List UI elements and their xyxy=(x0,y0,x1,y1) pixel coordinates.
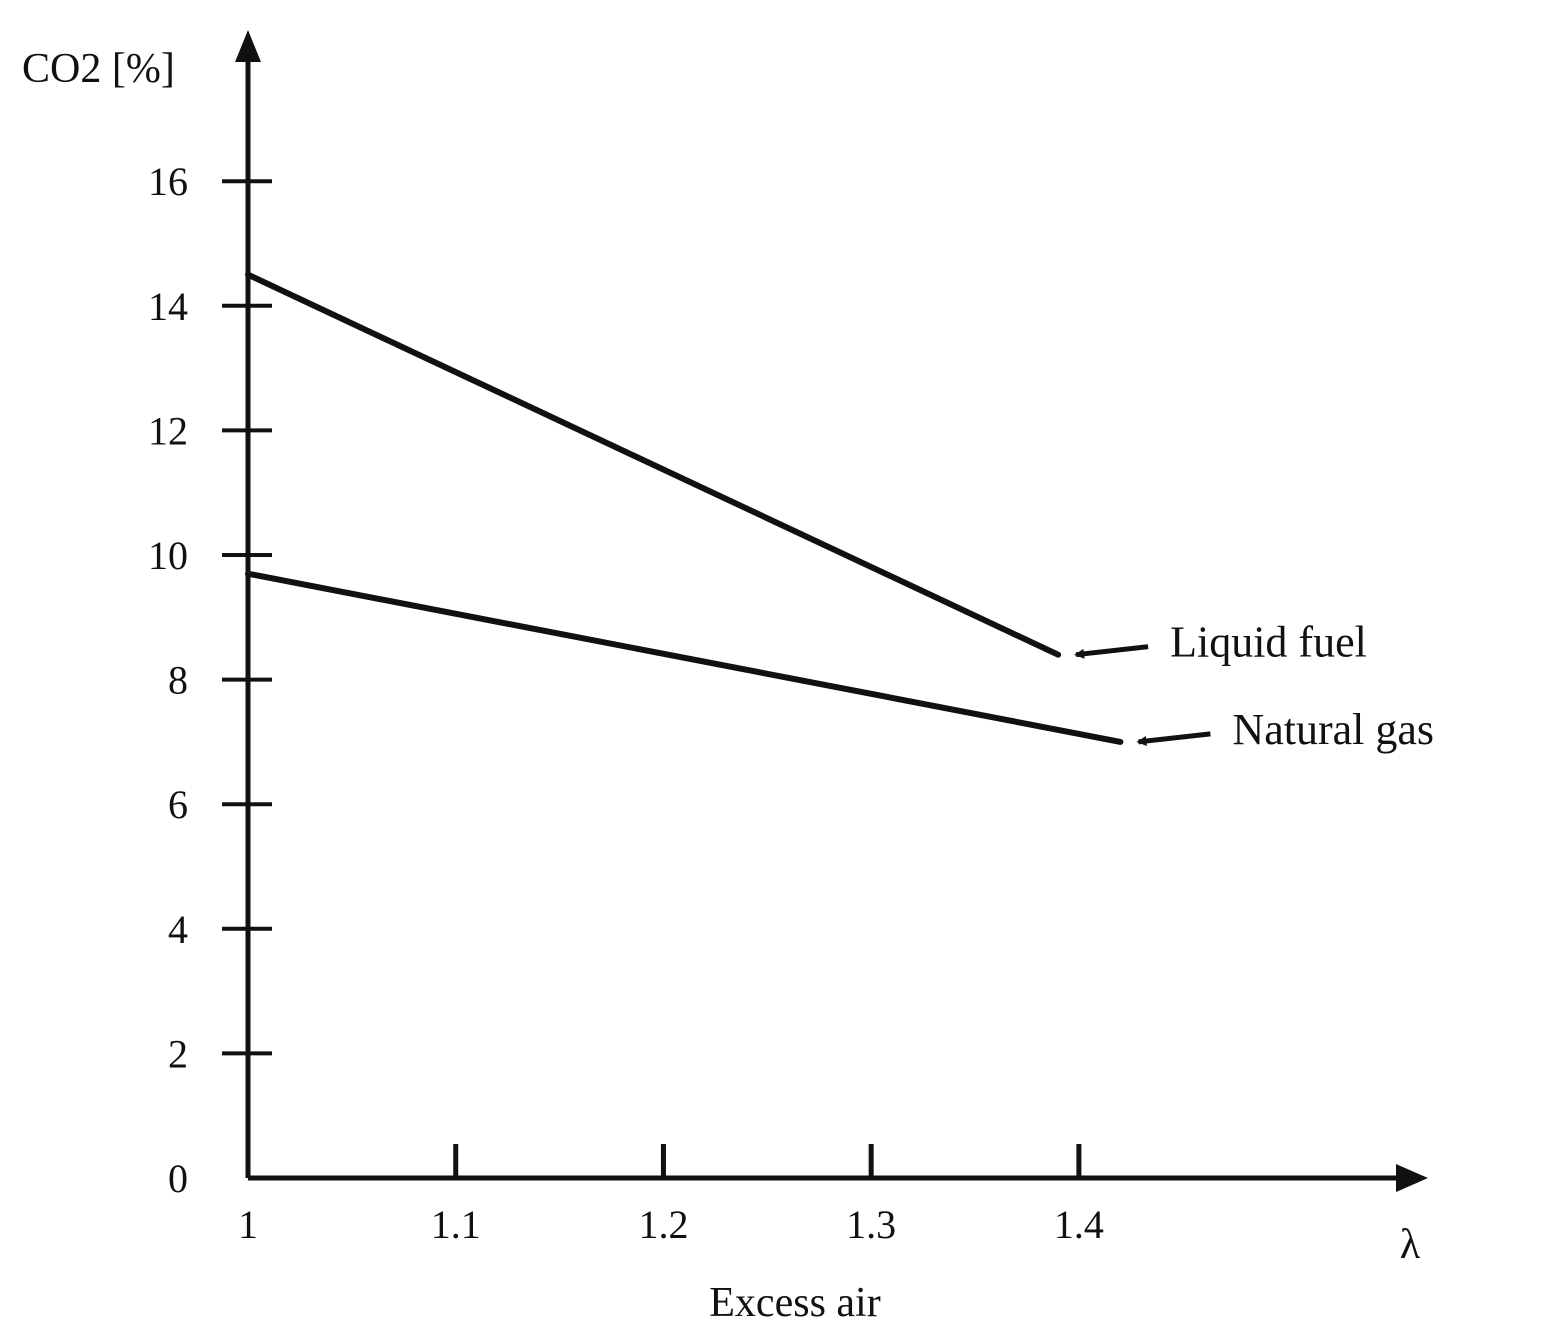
x-axis-symbol: λ xyxy=(1400,1222,1421,1268)
y-tick-label: 6 xyxy=(168,782,188,827)
x-tick-label: 1.1 xyxy=(431,1202,481,1247)
x-tick-label: 1.3 xyxy=(846,1202,896,1247)
x-axis-arrow xyxy=(1396,1164,1428,1192)
x-tick-label: 1.2 xyxy=(638,1202,688,1247)
y-tick-label: 2 xyxy=(168,1031,188,1076)
y-tick-label: 12 xyxy=(148,408,188,453)
legend-arrow xyxy=(1136,731,1211,746)
legend-arrow xyxy=(1074,644,1149,659)
series-line-0 xyxy=(245,271,1062,658)
y-tick-label: 0 xyxy=(168,1156,188,1201)
x-tick-label: 1.4 xyxy=(1054,1202,1104,1247)
y-tick-label: 10 xyxy=(148,533,188,578)
x-tick-label: 1 xyxy=(238,1202,258,1247)
y-tick-label: 8 xyxy=(168,658,188,703)
y-axis-arrow xyxy=(235,30,261,62)
y-tick-label: 4 xyxy=(168,907,188,952)
x-axis-title: Excess air xyxy=(709,1280,880,1326)
legend-label: Natural gas xyxy=(1232,705,1434,754)
y-tick-label: 16 xyxy=(148,159,188,204)
legend-label: Liquid fuel xyxy=(1170,618,1367,667)
series-line-1 xyxy=(245,570,1124,745)
y-tick-label: 14 xyxy=(148,284,188,329)
y-axis-title: CO2 [%] xyxy=(22,46,175,92)
